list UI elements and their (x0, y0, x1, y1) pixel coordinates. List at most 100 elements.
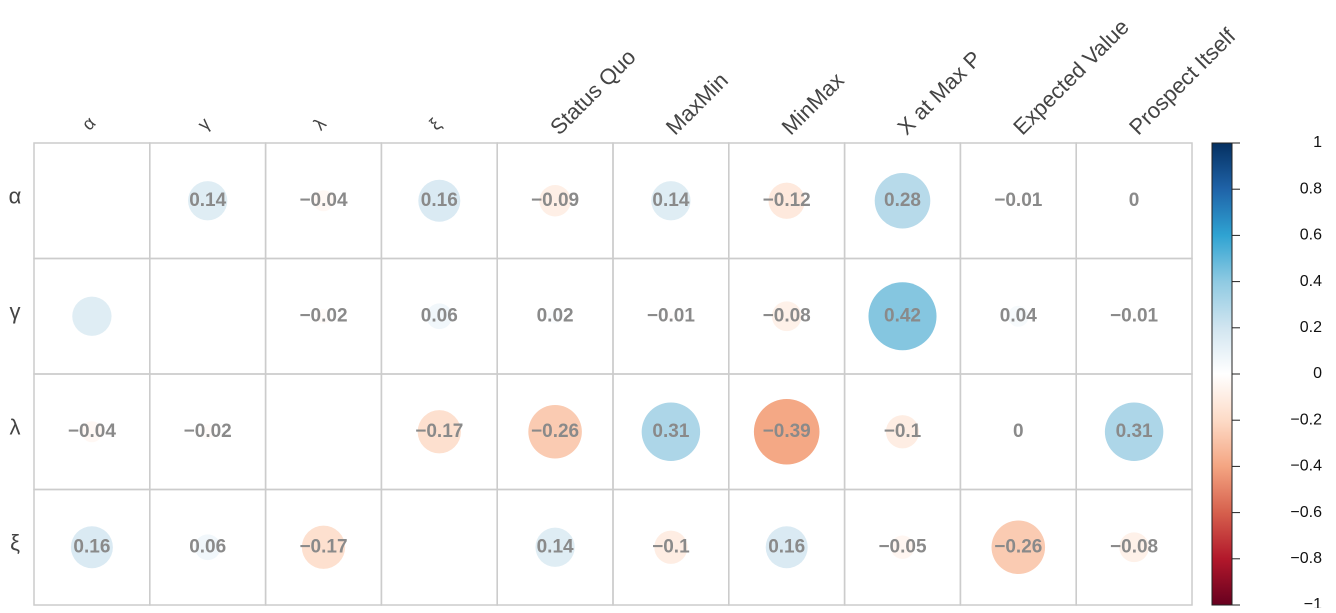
value-label: 0.42 (884, 305, 921, 326)
value-label: −0.01 (994, 190, 1043, 211)
column-label: λ (310, 114, 331, 135)
colorbar-tick-label: −0.2 (1290, 411, 1322, 428)
correlation-circle (665, 311, 677, 322)
correlation-circle (418, 179, 461, 222)
colorbar-tick-label: 0 (1313, 365, 1322, 382)
correlation-circle (868, 282, 937, 351)
column-label: Prospect Itself (1124, 23, 1241, 140)
column-label: γ (194, 114, 215, 135)
colorbar-tick-label: −1 (1304, 596, 1322, 608)
value-label: −0.05 (878, 536, 927, 557)
value-label: 0.02 (537, 305, 574, 326)
correlation-circle (417, 410, 461, 454)
value-label: −0.1 (884, 421, 922, 442)
cell (264, 373, 383, 491)
correlation-circle (991, 520, 1046, 575)
correlation-circle (81, 421, 103, 443)
value-label: 0.31 (652, 421, 689, 442)
colorbar (1211, 142, 1233, 606)
correlation-circle (426, 303, 453, 330)
correlation-circle (313, 190, 334, 212)
value-label: 0.14 (652, 190, 689, 211)
value-label: 0.06 (189, 536, 226, 557)
value-label: 0.14 (189, 190, 226, 211)
value-label: −0.04 (68, 421, 117, 442)
correlation-circle (528, 404, 582, 459)
correlation-circle (188, 181, 228, 221)
row-label: α (9, 184, 22, 209)
correlation-circle (1104, 402, 1164, 461)
column-label: Expected Value (1008, 14, 1134, 140)
correlation-circle (539, 185, 571, 217)
value-label: 0.14 (537, 536, 574, 557)
value-label: 0.04 (1000, 305, 1037, 326)
column-label: MinMax (777, 68, 849, 140)
value-label: −0.08 (763, 305, 811, 326)
correlation-circle (200, 424, 216, 440)
value-label: −0.09 (531, 190, 579, 211)
correlation-circle (654, 530, 688, 564)
column-label: Status Quo (545, 44, 641, 140)
correlation-circle (641, 402, 701, 461)
value-label: 0.16 (768, 536, 805, 557)
cell (1075, 488, 1193, 606)
column-label: α (78, 113, 100, 135)
row-label: λ (10, 415, 21, 440)
value-label: 0.31 (1116, 421, 1153, 442)
colorbar-tick-label: −0.4 (1290, 458, 1322, 475)
value-label: −0.01 (647, 305, 696, 326)
correlation-circle (1119, 532, 1149, 563)
value-label: −0.26 (994, 536, 1042, 557)
correlation-circle (301, 525, 346, 569)
value-label: 0 (1013, 421, 1024, 442)
correlation-circle (194, 534, 221, 561)
correlation-circle (316, 308, 331, 324)
value-label: 0.16 (73, 536, 110, 557)
value-label: −0.26 (531, 421, 579, 442)
correlation-circle (1013, 195, 1024, 206)
correlation-circle (547, 308, 563, 324)
column-label: ξ (425, 114, 445, 134)
correlation-circle (753, 398, 820, 465)
value-label: −0.17 (415, 421, 463, 442)
correlation-circle (72, 296, 112, 336)
correlation-circle (1128, 311, 1140, 322)
colorbar-tick-label: −0.8 (1290, 550, 1322, 567)
row-label: ξ (10, 530, 20, 555)
value-label: −0.17 (299, 536, 347, 557)
correlation-circle (874, 172, 931, 229)
correlation-circle (885, 415, 920, 449)
value-label: −0.12 (763, 190, 811, 211)
colorbar-tick-label: 0.6 (1300, 227, 1322, 244)
correlation-circle (768, 182, 805, 219)
value-label: −0.04 (299, 190, 348, 211)
cell (380, 488, 498, 606)
correlation-circle (535, 527, 575, 567)
cell (149, 257, 267, 375)
column-label: X at Max P (892, 46, 986, 140)
value-label: −0.08 (1110, 536, 1158, 557)
column-label: MaxMin (661, 68, 733, 140)
correlation-circle (771, 301, 802, 332)
value-label: 0 (1129, 190, 1140, 211)
cell (33, 142, 151, 260)
value-label: 0.06 (421, 305, 458, 326)
value-label: −0.02 (299, 305, 347, 326)
colorbar-tick-label: 0.2 (1300, 319, 1322, 336)
correlation-circle (70, 526, 113, 569)
colorbar-tick-label: 0.4 (1300, 273, 1322, 290)
value-label: −0.02 (184, 421, 232, 442)
colorbar-tick-label: 0.8 (1300, 180, 1322, 197)
value-label: −0.01 (1110, 305, 1159, 326)
correlation-circle (890, 535, 915, 559)
colorbar-tick-label: 1 (1313, 134, 1322, 151)
value-label: −0.39 (763, 421, 811, 442)
value-label: 0.28 (884, 190, 921, 211)
correlation-circle (651, 181, 691, 221)
colorbar-tick-label: −0.6 (1290, 504, 1322, 521)
value-label: 0.16 (421, 190, 458, 211)
value-label: −0.1 (652, 536, 690, 557)
row-label: γ (10, 299, 21, 324)
correlation-circle (765, 526, 808, 569)
